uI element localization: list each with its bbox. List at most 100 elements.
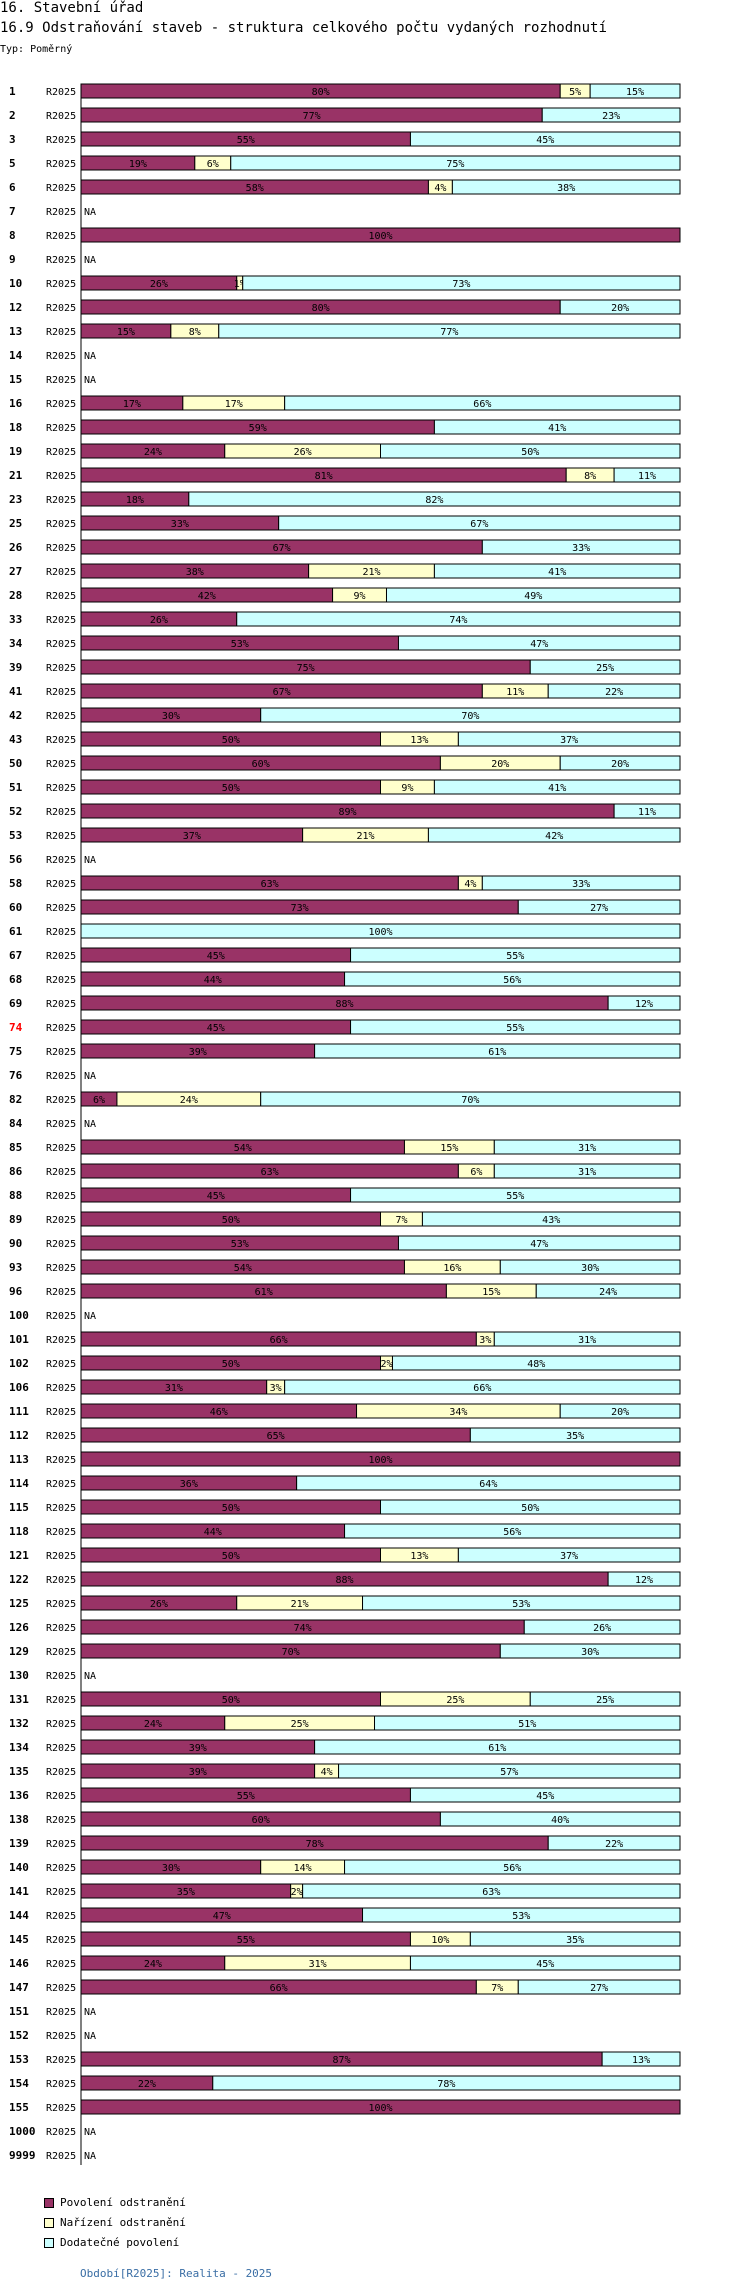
bar-33-s3 [236, 611, 681, 627]
value-label-126-s1: 74% [294, 1623, 312, 1634]
bar-155-s1 [80, 2099, 681, 2115]
category-label-13: 13 [9, 325, 22, 338]
bar-145-s3 [469, 1931, 681, 1947]
value-label-39-s1: 75% [297, 663, 315, 674]
na-label-14: NA [84, 351, 96, 362]
category-label-75: 75 [9, 1045, 22, 1058]
category-label-126: 126 [9, 1621, 29, 1634]
category-label-19: 19 [9, 445, 22, 458]
value-label-135-s2: 4% [321, 1767, 333, 1778]
bar-154-s3 [212, 2075, 681, 2091]
value-label-112-s3: 35% [566, 1431, 584, 1442]
bar-86-s3 [493, 1163, 681, 1179]
value-label-74-s3: 55% [506, 1023, 524, 1034]
bar-27-s3 [433, 563, 681, 579]
value-label-41-s2: 11% [506, 687, 524, 698]
value-label-114-s1: 36% [180, 1479, 198, 1490]
period-label-114: R2025 [46, 1479, 76, 1490]
category-label-34: 34 [9, 637, 23, 650]
category-label-1: 1 [9, 85, 16, 98]
period-label-12: R2025 [46, 303, 76, 314]
value-label-82-s1: 6% [93, 1095, 105, 1106]
period-label-10: R2025 [46, 279, 76, 290]
category-label-3: 3 [9, 133, 16, 146]
category-label-21: 21 [9, 469, 23, 482]
category-label-88: 88 [9, 1189, 22, 1202]
value-label-18-s1: 59% [249, 423, 267, 434]
bar-112-s3 [469, 1427, 681, 1443]
value-label-52-s1: 89% [339, 807, 357, 818]
bar-12-s3 [559, 299, 681, 315]
bar-60-s3 [517, 899, 681, 915]
period-label-39: R2025 [46, 663, 76, 674]
category-label-5: 5 [9, 157, 16, 170]
value-label-1-s1: 80% [312, 87, 330, 98]
na-label-152: NA [84, 2031, 96, 2042]
value-label-60-s3: 27% [590, 903, 608, 914]
value-label-21-s1: 81% [315, 471, 333, 482]
bar-50-s3 [559, 755, 681, 771]
na-label-130: NA [84, 1671, 96, 1682]
value-label-13-s1: 15% [117, 327, 135, 338]
value-label-134-s3: 61% [488, 1743, 506, 1754]
value-label-102-s3: 48% [527, 1359, 545, 1370]
value-label-26-s1: 67% [273, 543, 291, 554]
value-label-10-s1: 26% [150, 279, 168, 290]
period-label-76: R2025 [46, 1071, 76, 1082]
value-label-50-s3: 20% [611, 759, 629, 770]
category-label-12: 12 [9, 301, 22, 314]
value-label-125-s2: 21% [291, 1599, 309, 1610]
period-label-115: R2025 [46, 1503, 76, 1514]
category-label-96: 96 [9, 1285, 23, 1298]
category-label-121: 121 [9, 1549, 29, 1562]
value-label-27-s2: 21% [362, 567, 380, 578]
period-footer: Období[R2025]: Realita - 2025 [80, 2267, 273, 2280]
value-label-2-s3: 23% [602, 111, 620, 122]
bar-125-s3 [362, 1595, 681, 1611]
category-label-132: 132 [9, 1717, 29, 1730]
bar-16-s3 [284, 395, 681, 411]
value-label-144-s1: 47% [213, 1911, 231, 1922]
bar-52-s3 [613, 803, 681, 819]
period-label-136: R2025 [46, 1791, 76, 1802]
category-label-147: 147 [9, 1981, 29, 1994]
value-label-85-s1: 54% [234, 1143, 252, 1154]
category-label-67: 67 [9, 949, 22, 962]
category-label-14: 14 [9, 349, 23, 362]
period-label-100: R2025 [46, 1311, 76, 1322]
category-label-8: 8 [9, 229, 16, 242]
na-label-1000: NA [84, 2127, 96, 2138]
category-label-53: 53 [9, 829, 22, 842]
value-label-8-s1: 100% [368, 231, 392, 242]
value-label-12-s3: 20% [611, 303, 629, 314]
value-label-129-s1: 70% [282, 1647, 300, 1658]
value-label-101-s2: 3% [479, 1335, 491, 1346]
category-label-115: 115 [9, 1501, 29, 1514]
bar-5-s3 [230, 155, 681, 171]
bar-102-s3 [391, 1355, 681, 1371]
value-label-101-s1: 66% [270, 1335, 288, 1346]
value-label-42-s1: 30% [162, 711, 180, 722]
bar-93-s3 [499, 1259, 681, 1275]
category-label-90: 90 [9, 1237, 22, 1250]
period-label-25: R2025 [46, 519, 76, 530]
bar-135-s3 [338, 1763, 681, 1779]
value-label-126-s3: 26% [593, 1623, 611, 1634]
category-label-140: 140 [9, 1861, 29, 1874]
category-label-113: 113 [9, 1453, 29, 1466]
category-label-145: 145 [9, 1933, 29, 1946]
category-label-122: 122 [9, 1573, 29, 1586]
value-label-93-s3: 30% [581, 1263, 599, 1274]
category-label-25: 25 [9, 517, 22, 530]
bar-43-s3 [457, 731, 681, 747]
value-label-86-s1: 63% [261, 1167, 279, 1178]
period-label-112: R2025 [46, 1431, 76, 1442]
na-label-151: NA [84, 2007, 96, 2018]
period-label-8: R2025 [46, 231, 76, 242]
value-label-6-s1: 58% [246, 183, 264, 194]
period-label-154: R2025 [46, 2079, 76, 2090]
period-label-34: R2025 [46, 639, 76, 650]
bar-132-s3 [374, 1715, 681, 1731]
category-label-144: 144 [9, 1909, 29, 1922]
legend-label-dodatecne: Dodatečné povolení [60, 2236, 180, 2249]
